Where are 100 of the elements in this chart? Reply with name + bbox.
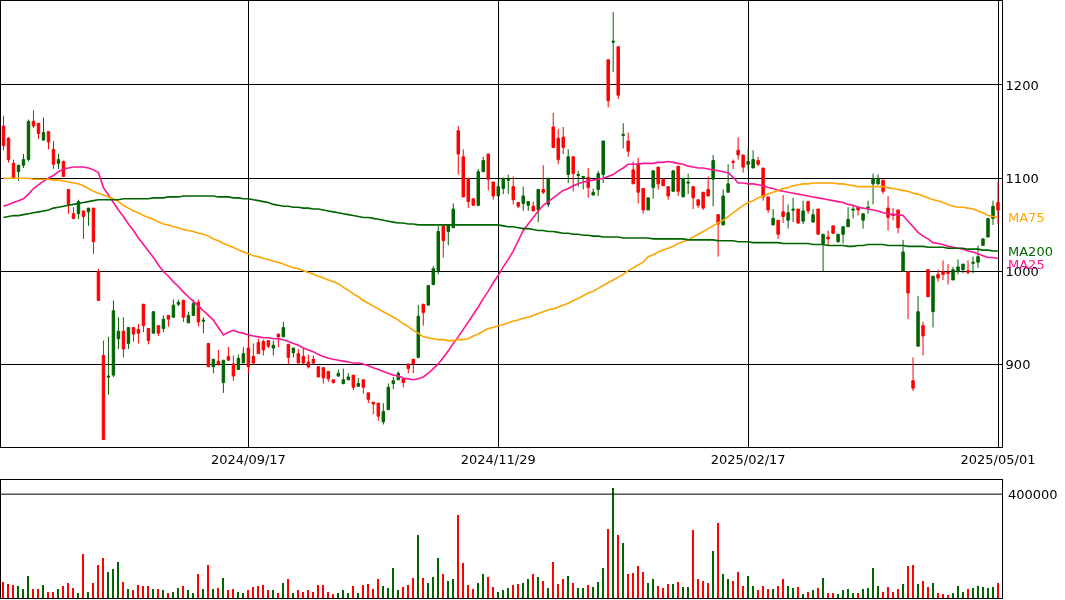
candlestick xyxy=(241,346,246,364)
candlestick xyxy=(156,325,161,337)
bar xyxy=(982,586,984,598)
bar xyxy=(82,553,84,598)
bar xyxy=(532,573,534,598)
bar xyxy=(352,585,354,598)
bar xyxy=(72,587,74,598)
bar xyxy=(602,567,604,598)
candlestick xyxy=(336,369,341,378)
bar xyxy=(862,588,864,598)
candlestick xyxy=(121,316,126,358)
bar xyxy=(52,591,54,598)
bar xyxy=(827,592,829,598)
bar xyxy=(522,582,524,598)
bar xyxy=(92,582,94,598)
bar xyxy=(767,588,769,598)
bar xyxy=(782,578,784,598)
candlestick xyxy=(731,159,735,170)
candlestick xyxy=(771,208,775,226)
bar xyxy=(317,584,319,598)
bar xyxy=(932,582,934,598)
candlestick xyxy=(216,349,221,367)
bar xyxy=(307,589,309,598)
candlestick xyxy=(926,269,930,298)
bar xyxy=(67,582,69,598)
bar xyxy=(747,575,749,598)
x-tick-label: 2024/11/29 xyxy=(460,451,536,467)
bar xyxy=(772,588,774,598)
bar xyxy=(432,576,434,598)
bar xyxy=(637,565,639,598)
y-tick-label: 1200 xyxy=(1005,77,1039,93)
bar xyxy=(212,588,214,598)
candlestick xyxy=(226,346,231,361)
bar xyxy=(967,588,969,598)
bar xyxy=(937,592,939,598)
bar xyxy=(737,571,739,598)
bar xyxy=(282,582,284,598)
bar xyxy=(732,580,734,598)
candlestick xyxy=(341,368,346,385)
bar xyxy=(617,534,619,598)
candlestick xyxy=(361,379,366,395)
candlestick xyxy=(611,11,615,73)
bar xyxy=(7,583,9,598)
bar xyxy=(192,592,194,598)
bar xyxy=(552,561,554,598)
bar xyxy=(482,573,484,598)
bar xyxy=(187,589,189,598)
bar xyxy=(742,585,744,598)
bar xyxy=(877,585,879,598)
candlestick xyxy=(621,122,625,149)
candlestick xyxy=(181,299,186,323)
bar xyxy=(927,586,929,598)
candlestick xyxy=(581,175,585,190)
candlestick xyxy=(116,316,121,350)
bar xyxy=(147,585,149,598)
bar xyxy=(807,591,809,598)
bar xyxy=(997,582,999,598)
candlestick xyxy=(931,275,935,329)
bar xyxy=(367,583,369,598)
bar xyxy=(762,585,764,598)
bar xyxy=(277,592,279,598)
bar xyxy=(867,587,869,598)
candlestick xyxy=(516,202,520,209)
candlestick xyxy=(71,206,76,220)
bar xyxy=(377,578,379,598)
bar xyxy=(42,584,44,598)
bar xyxy=(727,578,729,598)
bar xyxy=(992,586,994,598)
bar xyxy=(97,564,99,598)
bar xyxy=(312,591,314,598)
line-series xyxy=(2,177,999,342)
candlestick xyxy=(531,201,535,212)
bar xyxy=(347,592,349,598)
bar xyxy=(392,567,394,598)
bar xyxy=(962,591,964,598)
bar xyxy=(332,593,334,598)
bar xyxy=(847,588,849,598)
bar xyxy=(137,584,139,598)
bar xyxy=(832,592,834,598)
bar xyxy=(227,589,229,598)
bar xyxy=(622,542,624,598)
bar xyxy=(837,593,839,598)
bar xyxy=(122,581,124,598)
candlestick xyxy=(231,355,236,382)
bar xyxy=(457,514,459,598)
bar xyxy=(957,585,959,598)
candlestick xyxy=(576,170,580,188)
candlestick xyxy=(786,203,790,230)
bar xyxy=(132,589,134,598)
candlestick xyxy=(811,208,815,223)
candlestick xyxy=(626,132,630,158)
bar xyxy=(322,584,324,598)
bar xyxy=(357,592,359,598)
candlestick xyxy=(66,188,71,215)
bar xyxy=(172,591,174,598)
y-tick-label: 1100 xyxy=(1005,170,1039,186)
bar xyxy=(882,591,884,598)
bar xyxy=(87,591,89,598)
x-tick-label: 2025/02/17 xyxy=(710,451,786,467)
candlestick xyxy=(791,197,795,223)
